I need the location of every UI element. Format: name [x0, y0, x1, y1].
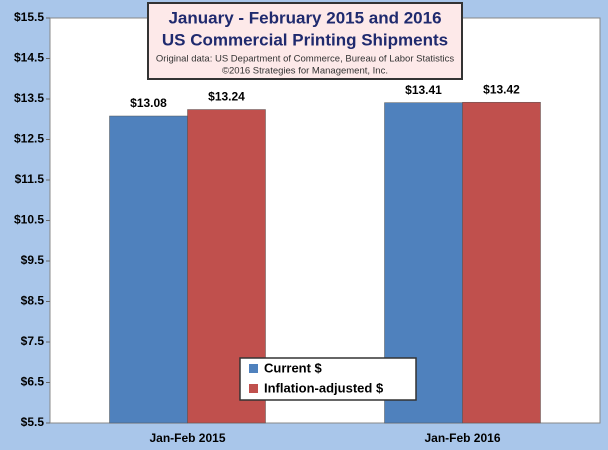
- title-box: [147, 2, 463, 80]
- data-label: $13.42: [483, 82, 520, 96]
- y-tick-label: $14.5: [14, 51, 44, 65]
- x-tick-label: Jan-Feb 2015: [149, 431, 225, 445]
- bar: [109, 115, 188, 424]
- y-tick-label: $10.5: [14, 213, 44, 227]
- legend-label: Inflation-adjusted $: [264, 380, 384, 395]
- y-tick-label: $6.5: [21, 375, 45, 389]
- y-tick-label: $15.5: [14, 10, 44, 24]
- x-tick-label: Jan-Feb 2016: [424, 431, 500, 445]
- source-note: Original data: US Department of Commerce…: [156, 54, 455, 65]
- y-tick-label: $5.5: [21, 415, 45, 429]
- legend-swatch: [249, 364, 258, 373]
- data-label: $13.08: [130, 96, 167, 110]
- legend-swatch: [249, 384, 258, 393]
- bar: [462, 101, 541, 424]
- y-tick-label: $13.5: [14, 91, 44, 105]
- y-tick-label: $8.5: [21, 294, 45, 308]
- legend-label: Current $: [264, 360, 323, 375]
- y-tick-label: $12.5: [14, 132, 44, 146]
- y-tick-label: $7.5: [21, 334, 45, 348]
- data-label: $13.41: [405, 83, 442, 97]
- y-tick-label: $9.5: [21, 253, 45, 267]
- chart-subtitle: US Commercial Printing Shipments: [162, 30, 448, 49]
- source-note: ©2016 Strategies for Management, Inc.: [222, 66, 388, 77]
- legend: [239, 357, 417, 401]
- chart-title: January - February 2015 and 2016: [168, 8, 441, 27]
- data-label: $13.24: [208, 90, 245, 104]
- y-tick-label: $11.5: [15, 172, 45, 186]
